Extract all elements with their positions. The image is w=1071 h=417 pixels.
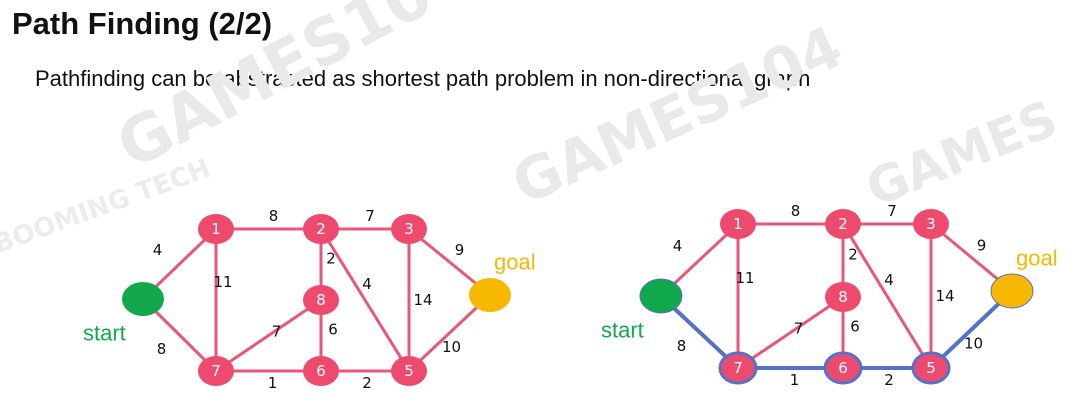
start-node xyxy=(122,282,164,316)
edge-weight-label: 4 xyxy=(362,275,372,293)
graph-node-6 xyxy=(823,351,863,385)
graph-node-label: 1 xyxy=(211,220,221,238)
edge-weight-label: 14 xyxy=(935,287,954,305)
graph-node-2 xyxy=(303,214,339,244)
graph-node-label: 5 xyxy=(404,362,414,380)
edge-weight-label: 9 xyxy=(455,241,465,259)
edge-weight-label: 8 xyxy=(677,337,687,355)
graph-node-label: 6 xyxy=(838,359,848,377)
start-node xyxy=(639,278,683,314)
graph-node-label: 1 xyxy=(733,215,743,233)
graph-node-label: 3 xyxy=(404,220,414,238)
start-label: start xyxy=(601,318,644,343)
edge-weight-label: 6 xyxy=(850,318,860,336)
start-label: start xyxy=(83,321,126,346)
edge-weight-label: 2 xyxy=(884,371,894,389)
graph-node-7 xyxy=(198,356,234,386)
edge-weight-label: 8 xyxy=(269,207,279,225)
edge-weight-label: 6 xyxy=(328,321,338,339)
edge-weight-label: 10 xyxy=(442,338,461,356)
slide-subtitle: Pathfinding can be abstracted as shortes… xyxy=(35,66,811,91)
goal-label: goal xyxy=(1016,246,1058,271)
graph-node-label: 2 xyxy=(316,220,326,238)
edge-weight-label: 1 xyxy=(268,374,278,392)
graph-node-label: 8 xyxy=(316,291,326,309)
edge-weight-label: 4 xyxy=(673,237,683,255)
graph-node-2 xyxy=(825,209,861,239)
graph-node-5 xyxy=(911,351,951,385)
edge-weight-label: 11 xyxy=(735,269,754,287)
graph-node-label: 5 xyxy=(926,359,936,377)
edge-weight-label: 9 xyxy=(977,237,987,255)
edge-weight-label: 7 xyxy=(794,320,804,338)
edge-weight-label: 7 xyxy=(365,207,375,225)
edge-weight-label: 8 xyxy=(157,340,167,358)
graph-node-label: 6 xyxy=(316,362,326,380)
edge-weight-label: 2 xyxy=(362,374,372,392)
graph-node-1 xyxy=(720,209,756,239)
edge-weight-label: 11 xyxy=(213,273,232,291)
graph-node-7 xyxy=(718,351,758,385)
goal-label: goal xyxy=(494,250,536,275)
edge-weight-label: 10 xyxy=(964,335,983,353)
edge-weight-label: 7 xyxy=(272,323,282,341)
edge-weight-label: 2 xyxy=(326,250,336,268)
graph-node-1 xyxy=(198,214,234,244)
graph-node-8 xyxy=(303,285,339,315)
graph-node-6 xyxy=(303,356,339,386)
edge-weight-label: 2 xyxy=(848,246,858,264)
edge-2-5 xyxy=(319,227,411,373)
slide-title: Path Finding (2/2) xyxy=(12,6,273,41)
goal-node xyxy=(469,278,511,312)
edge-weight-label: 4 xyxy=(884,271,894,289)
edge-weight-label: 8 xyxy=(791,202,801,220)
graph-node-label: 2 xyxy=(838,215,848,233)
edge-weight-label: 4 xyxy=(153,241,163,259)
goal-node xyxy=(990,273,1034,309)
graph-node-label: 3 xyxy=(926,215,936,233)
graph-node-3 xyxy=(913,209,949,239)
edge-8-7 xyxy=(214,298,323,373)
graph-node-label: 7 xyxy=(733,359,743,377)
graph-node-8 xyxy=(825,282,861,312)
graph-node-label: 8 xyxy=(838,288,848,306)
edge-weight-label: 7 xyxy=(887,202,897,220)
edge-weight-label: 1 xyxy=(790,371,800,389)
graph-node-3 xyxy=(391,214,427,244)
edge-2-5 xyxy=(841,222,933,370)
graph-node-5 xyxy=(391,356,427,386)
graph-node-label: 7 xyxy=(211,362,221,380)
edge-8-7 xyxy=(736,295,845,370)
edge-weight-label: 14 xyxy=(413,291,432,309)
